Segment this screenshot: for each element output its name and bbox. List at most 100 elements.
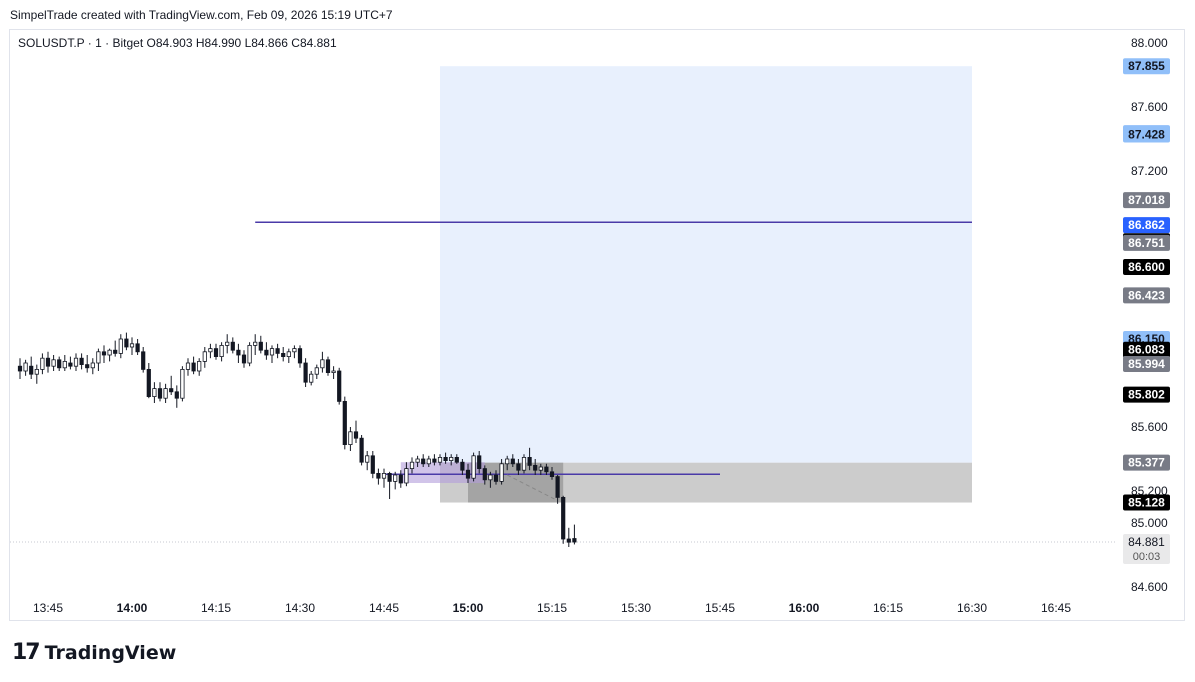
candle [538,463,543,475]
candle [275,343,280,359]
price-tag-label: 85.377 [1128,456,1165,470]
candle [572,524,577,545]
y-tick-label: 88.000 [1131,36,1168,50]
candle [465,463,471,483]
candle [152,382,157,403]
candle [79,353,84,370]
candle [23,359,28,376]
candle [73,353,79,371]
tradingview-logo[interactable]: 17 TradingView [12,640,176,665]
candle [236,343,241,363]
price-tag [1123,386,1170,403]
candle [118,334,123,359]
x-tick-label: 16:15 [873,601,903,615]
price-tag [1123,454,1170,471]
candle [191,356,196,375]
x-tick-label: 15:15 [537,601,567,615]
candle [404,462,409,487]
candle [90,358,95,375]
price-tag [1123,287,1170,304]
price-tag [1123,341,1170,358]
price-tag [1123,234,1170,251]
candle [342,396,347,450]
candle [387,471,392,499]
header-attribution: SimpelTrade created with TradingView.com… [10,8,393,22]
price-tag-label: 86.862 [1128,218,1165,232]
candle [510,454,515,467]
candle [68,356,73,370]
candle [96,348,101,371]
countdown-label: 00:03 [1133,551,1161,563]
x-tick-label: 14:00 [117,601,148,615]
price-tag-label: 86.083 [1128,343,1165,357]
symbol-legend: SOLUSDT.P · 1 · Bitget O84.903 H84.990 L… [18,36,337,50]
candle [566,527,571,547]
candle [129,337,135,355]
price-tag [1123,355,1170,372]
candle [107,348,112,362]
candle [241,350,247,368]
candle [85,355,90,373]
candle [527,447,532,471]
candle [499,459,504,485]
candle [460,459,465,475]
candle [493,470,499,485]
candle [157,382,163,402]
price-tag-label: 86.423 [1128,288,1165,302]
candle [544,463,549,475]
price-tag-label: 87.855 [1128,59,1165,73]
candle [146,363,151,399]
candle [303,358,308,387]
candle [101,345,107,363]
candle [185,358,191,376]
candle [213,343,219,360]
candle [521,454,527,474]
candle [331,366,336,379]
candle [45,351,51,373]
candle [365,451,370,471]
candle [381,468,387,488]
x-tick-label: 15:45 [705,601,735,615]
candle [62,355,67,371]
candle [40,353,45,375]
candle [454,454,459,464]
chart-frame [9,29,1185,621]
candle [432,454,437,466]
y-tick-label: 85.200 [1131,484,1168,498]
candle [51,355,56,371]
candle [124,332,129,351]
candle [482,465,487,485]
candle [488,471,493,488]
candle [29,356,34,379]
candle [471,452,476,482]
candle [292,345,297,359]
candle [135,339,140,355]
candle [437,454,443,466]
candle [398,470,403,488]
candle [415,455,420,467]
candle [561,495,566,544]
candle [393,471,398,490]
candle [286,348,291,363]
tradingview-logo-text: TradingView [44,641,177,664]
candle [533,459,538,475]
x-tick-label: 14:45 [369,601,399,615]
x-tick-label: 13:45 [33,601,63,615]
projection-arrow [506,474,558,502]
candle [325,356,331,376]
candle [376,468,381,485]
candle [348,427,353,451]
x-tick-label: 14:30 [285,601,315,615]
candle [426,455,431,467]
candle [253,334,258,355]
candle [258,335,263,354]
candle [219,342,224,362]
candle [370,451,375,479]
candle [421,454,426,467]
x-tick-label: 15:30 [621,601,651,615]
candle [230,337,235,354]
price-tag-label: 86.600 [1128,260,1165,274]
candle [269,345,275,363]
price-tag [1123,494,1170,511]
